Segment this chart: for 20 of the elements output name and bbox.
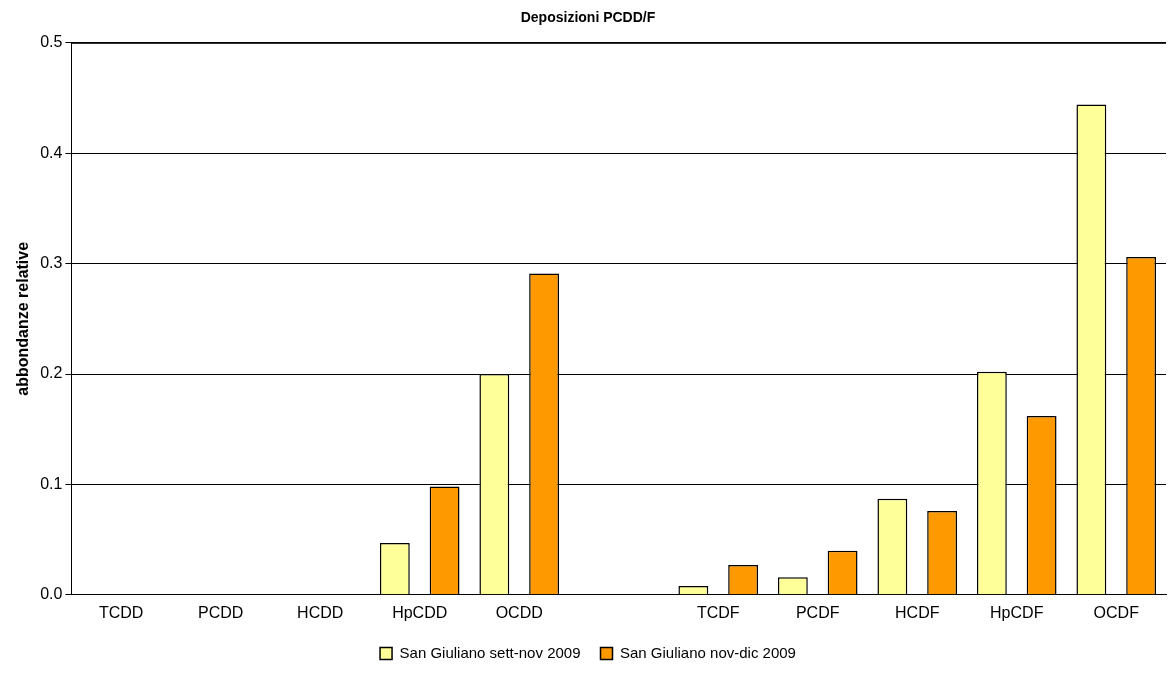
x-tick-label: HpCDD bbox=[392, 603, 448, 621]
x-tick-label: OCDF bbox=[1093, 603, 1140, 621]
legend-label: San Giuliano sett-nov 2009 bbox=[399, 643, 581, 661]
x-tick-label: OCDD bbox=[495, 603, 543, 621]
y-tick-label: 0.3 bbox=[40, 254, 63, 272]
x-tick-label: PCDF bbox=[795, 603, 840, 621]
y-tick-label: 0.0 bbox=[40, 585, 63, 603]
x-tick-label: TCDF bbox=[696, 603, 740, 621]
y-tick-label: 0.5 bbox=[40, 33, 63, 51]
y-axis-title: abbondanze relative bbox=[14, 241, 32, 396]
legend-label: San Giuliano nov-dic 2009 bbox=[620, 643, 796, 661]
y-tick-label: 0.1 bbox=[40, 474, 63, 492]
x-tick-label: PCDD bbox=[198, 603, 244, 621]
y-tick-label: 0.4 bbox=[40, 143, 63, 161]
x-tick-label: HCDD bbox=[297, 603, 344, 621]
y-tick-label: 0.2 bbox=[40, 364, 63, 382]
x-tick-label: HCDF bbox=[895, 603, 940, 621]
x-tick-label: TCDD bbox=[98, 603, 144, 621]
chart-title: Deposizioni PCDD/F bbox=[520, 9, 656, 26]
x-tick-label: HpCDF bbox=[990, 603, 1044, 621]
